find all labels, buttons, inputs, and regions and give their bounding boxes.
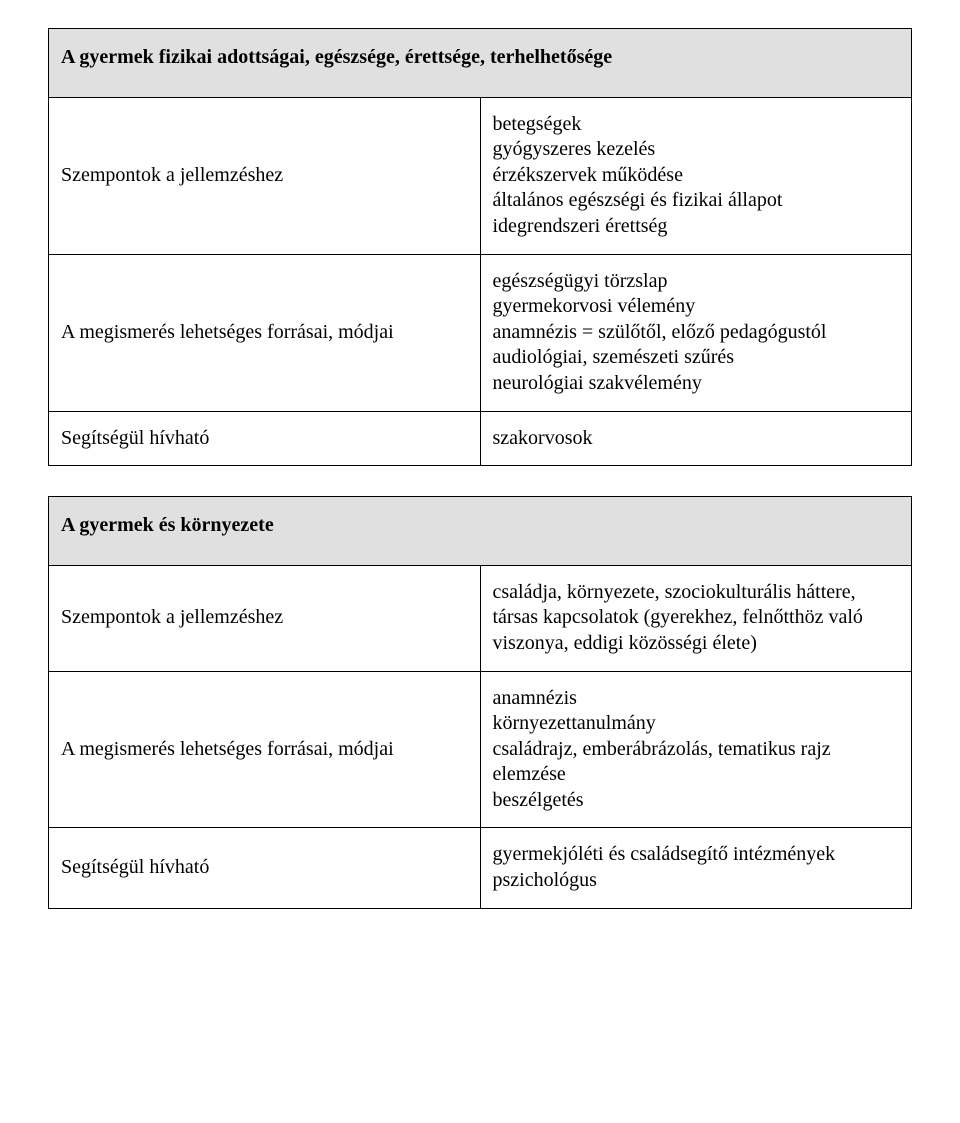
table-row: A megismerés lehetséges forrásai, módjai…	[49, 254, 912, 411]
section-1-header-row: A gyermek fizikai adottságai, egészsége,…	[49, 29, 912, 98]
table-row: A megismerés lehetséges forrásai, módjai…	[49, 671, 912, 828]
row-label: Segítségül hívható	[49, 828, 481, 908]
table-row: Segítségül hívható gyermekjóléti és csal…	[49, 828, 912, 908]
row-value: egészségügyi törzslap gyermekorvosi véle…	[480, 254, 912, 411]
section-2-title: A gyermek és környezete	[49, 497, 912, 566]
row-label: A megismerés lehetséges forrásai, módjai	[49, 254, 481, 411]
row-label: Szempontok a jellemzéshez	[49, 565, 481, 671]
section-1-table: A gyermek fizikai adottságai, egészsége,…	[48, 28, 912, 466]
row-value: betegségek gyógyszeres kezelés érzékszer…	[480, 97, 912, 254]
row-value: családja, környezete, szociokulturális h…	[480, 565, 912, 671]
row-value: szakorvosok	[480, 411, 912, 466]
document-page: A gyermek fizikai adottságai, egészsége,…	[0, 0, 960, 979]
section-1-title: A gyermek fizikai adottságai, egészsége,…	[49, 29, 912, 98]
row-value: gyermekjóléti és családsegítő intézménye…	[480, 828, 912, 908]
row-label: A megismerés lehetséges forrásai, módjai	[49, 671, 481, 828]
table-row: Segítségül hívható szakorvosok	[49, 411, 912, 466]
table-row: Szempontok a jellemzéshez családja, körn…	[49, 565, 912, 671]
row-value: anamnézis környezettanulmány családrajz,…	[480, 671, 912, 828]
section-2-table: A gyermek és környezete Szempontok a jel…	[48, 496, 912, 909]
table-row: Szempontok a jellemzéshez betegségek gyó…	[49, 97, 912, 254]
section-2-header-row: A gyermek és környezete	[49, 497, 912, 566]
row-label: Szempontok a jellemzéshez	[49, 97, 481, 254]
row-label: Segítségül hívható	[49, 411, 481, 466]
